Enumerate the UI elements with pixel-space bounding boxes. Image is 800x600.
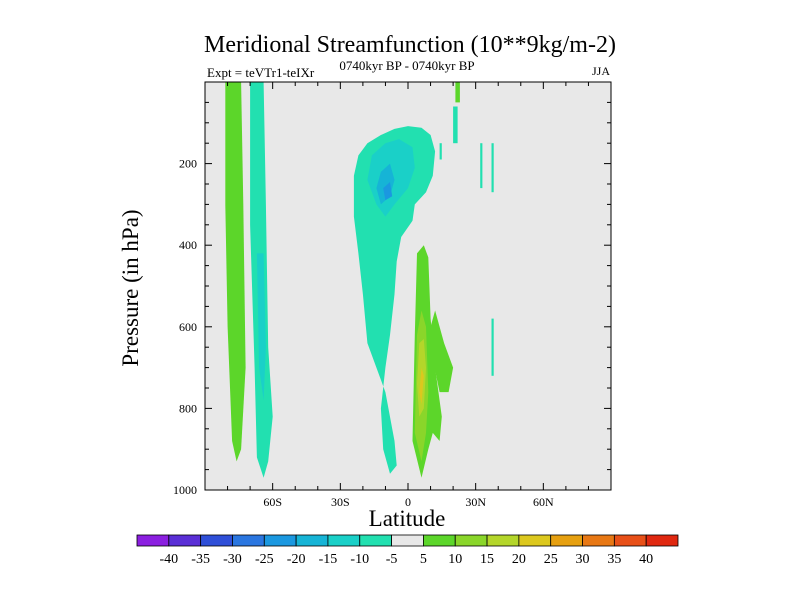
colorbar-label: -15: [319, 552, 338, 567]
colorbar-swatch: [295, 534, 329, 547]
contour-region-nh-streak-3: [480, 143, 483, 189]
plot-frame: [204, 81, 612, 491]
colorbar-label: -35: [191, 552, 210, 567]
colorbar-swatch: [613, 534, 647, 547]
x-tick-label: 60S: [263, 495, 282, 509]
y-tick-label: 200: [179, 157, 197, 171]
colorbar-label: 25: [544, 552, 558, 567]
colorbar-label: -10: [350, 552, 369, 567]
season-label: JJA: [592, 64, 610, 78]
contour-region-sh-column-core: [256, 253, 266, 401]
colorbar-label: 15: [480, 552, 494, 567]
x-tick-label: 30S: [331, 495, 350, 509]
colorbar: [136, 534, 679, 547]
x-tick-label: 30N: [465, 495, 486, 509]
colorbar-label: 30: [576, 552, 590, 567]
colorbar-label: 10: [448, 552, 462, 567]
colorbar-swatch: [645, 534, 679, 547]
y-tick-labels: 200 400 600 800 1000: [173, 157, 197, 497]
contour-region-tropical-cell-core: [383, 182, 393, 201]
x-tick-label: 0: [405, 495, 411, 509]
colorbar-swatch: [518, 534, 552, 547]
contour-region-equatorial-core: [419, 367, 424, 405]
colorbar-labels: -40 -35 -30 -25 -20 -15 -10 -5 5 10 15 20 25 30 35 40: [159, 552, 653, 567]
chart-title: Meridional Streamfunction (10**9kg/m-2): [204, 32, 616, 58]
contour-region-tropical-cell-outer: [353, 126, 436, 474]
colorbar-label: -30: [223, 552, 242, 567]
x-tick-label: 60N: [533, 495, 554, 509]
colorbar-label: -5: [386, 552, 398, 567]
colorbar-swatch: [232, 534, 265, 547]
colorbar-label: 35: [607, 552, 621, 567]
contour-region-nh-streak-2: [439, 143, 442, 160]
colorbar-swatch: [550, 534, 583, 547]
colorbar-swatch: [327, 534, 361, 547]
colorbar-label: 20: [512, 552, 526, 567]
colorbar-label: -25: [255, 552, 274, 567]
colorbar-swatch: [200, 534, 233, 547]
colorbar-swatch: [423, 534, 456, 547]
y-tick-label: 1000: [173, 483, 197, 497]
colorbar-label: -40: [159, 552, 178, 567]
colorbar-swatch: [263, 534, 297, 547]
colorbar-swatch: [136, 534, 170, 547]
colorbar-swatch: [359, 534, 392, 547]
y-tick-label: 600: [179, 320, 197, 334]
colorbar-label: 5: [420, 552, 427, 567]
contour-region-sh-column-green: [225, 82, 246, 462]
colorbar-swatch: [168, 534, 202, 547]
y-axis-label: Pressure (in hPa): [118, 209, 143, 366]
colorbar-swatch: [582, 534, 615, 547]
colorbar-swatch: [454, 534, 488, 547]
contour-region-nh-streak-4: [491, 143, 494, 193]
colorbar-label: 40: [639, 552, 653, 567]
axis-ticks: [204, 82, 612, 491]
colorbar-swatch: [486, 534, 520, 547]
colorbar-swatch: [391, 534, 424, 547]
colorbar-label: -20: [287, 552, 306, 567]
contour-region-ne-green-tongue: [430, 310, 454, 393]
experiment-label: Expt = teVTr1-teIXr: [207, 65, 315, 80]
x-tick-labels: 60S 30S 0 30N 60N: [263, 495, 554, 509]
x-axis-label: Latitude: [369, 506, 446, 531]
contour-region-nh-streak-1: [453, 106, 458, 144]
chart-subtitle: 0740kyr BP - 0740kyr BP: [339, 58, 474, 73]
contour-region-nh-streak-5: [491, 318, 494, 376]
y-tick-label: 800: [179, 401, 197, 415]
y-tick-label: 400: [179, 238, 197, 252]
contour-region-nh-green-dot: [455, 82, 460, 103]
contour-fills: [225, 82, 494, 478]
